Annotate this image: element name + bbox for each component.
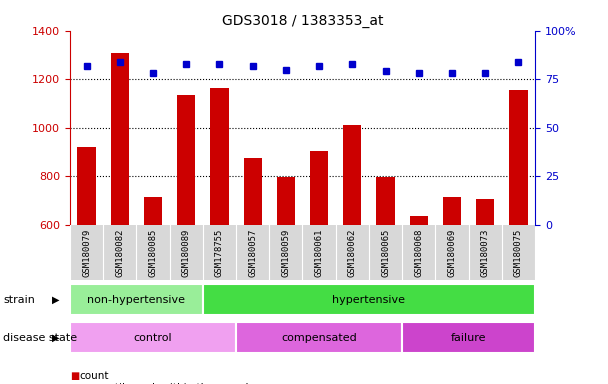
Text: GSM180057: GSM180057 bbox=[248, 229, 257, 278]
Text: GSM180085: GSM180085 bbox=[148, 229, 157, 278]
Text: GSM180061: GSM180061 bbox=[314, 229, 323, 278]
Text: GSM180065: GSM180065 bbox=[381, 229, 390, 278]
Bar bbox=[476, 199, 494, 225]
Text: GSM180089: GSM180089 bbox=[182, 229, 191, 278]
Bar bbox=[510, 90, 528, 225]
Text: non-hypertensive: non-hypertensive bbox=[88, 295, 185, 305]
Text: GSM180079: GSM180079 bbox=[82, 229, 91, 278]
Bar bbox=[70, 284, 203, 315]
Text: GSM180073: GSM180073 bbox=[481, 229, 489, 278]
Text: ■: ■ bbox=[70, 383, 79, 384]
Text: GSM180082: GSM180082 bbox=[116, 229, 124, 278]
Text: GSM180069: GSM180069 bbox=[447, 229, 457, 278]
Bar bbox=[177, 95, 195, 225]
Text: count: count bbox=[79, 371, 109, 381]
Bar bbox=[402, 323, 535, 353]
Bar bbox=[310, 151, 328, 225]
Bar bbox=[236, 323, 402, 353]
Text: disease state: disease state bbox=[3, 333, 77, 343]
Text: GSM180059: GSM180059 bbox=[282, 229, 291, 278]
Text: ■: ■ bbox=[70, 371, 79, 381]
Bar bbox=[210, 88, 229, 225]
Text: hypertensive: hypertensive bbox=[333, 295, 406, 305]
Bar bbox=[111, 53, 129, 225]
Text: ▶: ▶ bbox=[52, 333, 60, 343]
Text: ▶: ▶ bbox=[52, 295, 60, 305]
Text: GSM178755: GSM178755 bbox=[215, 229, 224, 278]
Text: compensated: compensated bbox=[282, 333, 357, 343]
Text: GSM180075: GSM180075 bbox=[514, 229, 523, 278]
Text: strain: strain bbox=[3, 295, 35, 305]
Bar bbox=[203, 284, 535, 315]
Text: GSM180068: GSM180068 bbox=[414, 229, 423, 278]
Bar bbox=[443, 197, 461, 225]
Bar bbox=[144, 197, 162, 225]
Bar bbox=[70, 323, 236, 353]
Text: GSM180062: GSM180062 bbox=[348, 229, 357, 278]
Bar bbox=[343, 125, 361, 225]
Text: failure: failure bbox=[451, 333, 486, 343]
Bar bbox=[410, 216, 428, 225]
Bar bbox=[277, 177, 295, 225]
Title: GDS3018 / 1383353_at: GDS3018 / 1383353_at bbox=[222, 14, 383, 28]
Bar bbox=[244, 158, 262, 225]
Bar bbox=[77, 147, 95, 225]
Text: percentile rank within the sample: percentile rank within the sample bbox=[79, 383, 255, 384]
Bar bbox=[376, 177, 395, 225]
Text: control: control bbox=[134, 333, 172, 343]
